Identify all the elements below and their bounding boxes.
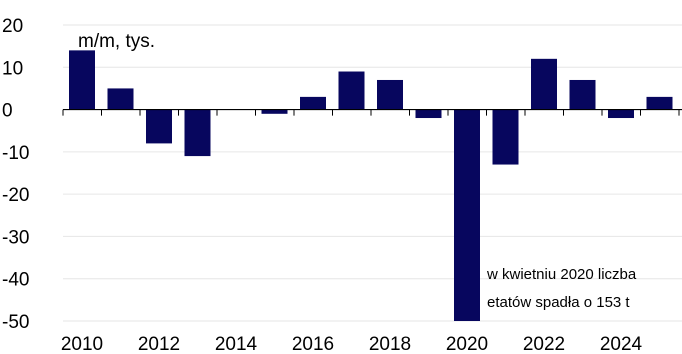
x-tick-label: 2018 <box>369 334 411 354</box>
y-tick-label: 0 <box>2 101 13 122</box>
y-tick-label: 10 <box>2 58 23 79</box>
y-tick-label: -40 <box>2 270 29 291</box>
annotation-line-2: etatów spadła o 153 t <box>487 294 630 311</box>
bar-2016 <box>300 96 326 110</box>
bar-2019 <box>415 109 442 119</box>
x-axis <box>62 108 682 116</box>
x-tick-label: 2014 <box>215 334 258 354</box>
unit-label: m/m, tys. <box>78 31 155 52</box>
x-tick-label: 2010 <box>61 334 103 354</box>
annotation-line-1: w kwietniu 2020 liczba <box>486 266 637 283</box>
y-tick-label: 20 <box>2 16 23 37</box>
x-tick-label: 2024 <box>600 334 643 354</box>
bar-2012 <box>146 109 172 144</box>
bar-2011 <box>107 88 134 110</box>
y-tick-label: -10 <box>2 143 29 164</box>
x-tick-label: 2020 <box>446 334 488 354</box>
y-tick-label: -20 <box>2 185 29 206</box>
bar-2021 <box>492 109 519 165</box>
y-tick-label: -50 <box>2 312 29 333</box>
bar-2023 <box>569 79 596 110</box>
bars <box>69 50 673 321</box>
x-tick-label: 2016 <box>292 334 334 354</box>
bar-2018 <box>377 79 403 110</box>
bar-2015 <box>261 109 288 114</box>
x-tick-labels: 201020122014201620182020202220242 <box>61 334 643 354</box>
x-tick-label: 2012 <box>138 334 180 354</box>
y-tick-labels: 20 10 0 -10 -20 -30 -40 -50 <box>2 16 29 333</box>
x-tick-label: 2022 <box>523 334 565 354</box>
bar-2022 <box>531 58 557 110</box>
bar-2010 <box>69 50 95 110</box>
bar-2020 <box>454 109 480 321</box>
bar-2025 <box>646 96 673 110</box>
y-tick-label: -30 <box>2 227 29 248</box>
bar-2017 <box>338 71 365 110</box>
bar-2024 <box>608 109 634 119</box>
bar-2013 <box>184 109 211 157</box>
